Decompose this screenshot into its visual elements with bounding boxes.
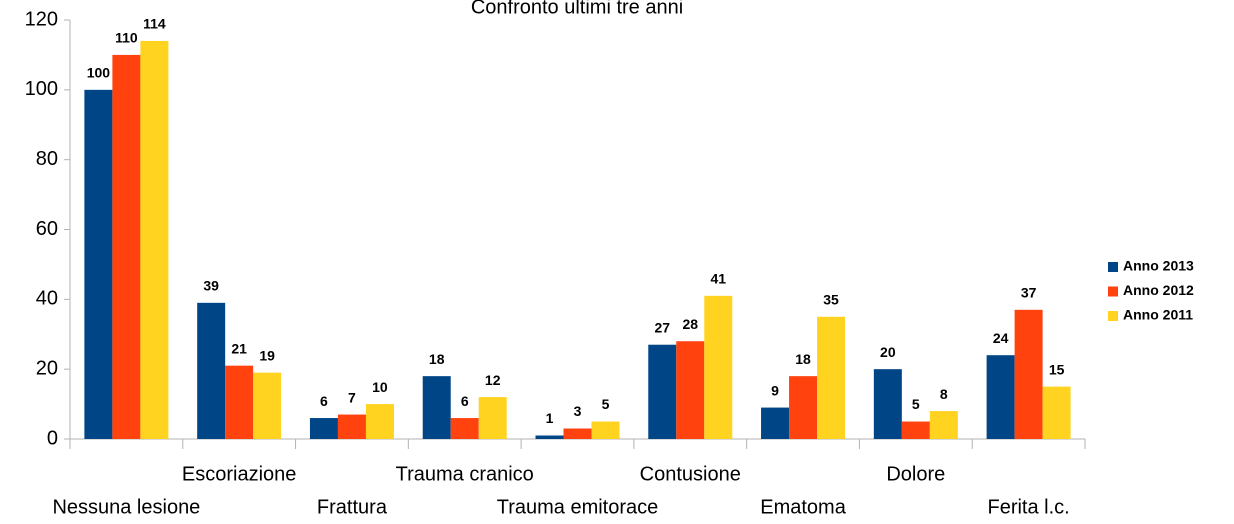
- legend-label: Anno 2012: [1123, 282, 1194, 298]
- value-label: 7: [348, 389, 356, 405]
- value-label: 1: [546, 410, 554, 426]
- bar: [225, 365, 254, 439]
- bar: [253, 372, 282, 439]
- bar: [422, 376, 451, 439]
- value-label: 100: [87, 65, 111, 81]
- bar: [450, 418, 479, 439]
- bar: [112, 54, 141, 440]
- legend-label: Anno 2013: [1123, 258, 1194, 274]
- value-label: 41: [710, 271, 726, 287]
- bar: [337, 414, 366, 439]
- chart-title: Confronto ultimi tre anni: [471, 0, 683, 18]
- legend-label: Anno 2011: [1123, 307, 1193, 323]
- value-label: 5: [912, 396, 920, 412]
- value-label: 10: [372, 379, 388, 395]
- x-tick-label: Trauma cranico: [396, 463, 534, 485]
- y-tick-label: 40: [36, 288, 58, 310]
- bar: [84, 89, 113, 439]
- value-label: 15: [1049, 361, 1065, 377]
- value-label: 20: [880, 344, 896, 360]
- value-label: 18: [429, 351, 445, 367]
- value-label: 24: [993, 330, 1009, 346]
- value-label: 21: [231, 340, 247, 356]
- legend-swatch: [1108, 311, 1118, 321]
- bar: [817, 316, 846, 439]
- bar: [535, 435, 564, 439]
- x-tick-label: Trauma emitorace: [497, 496, 659, 518]
- value-label: 28: [682, 316, 698, 332]
- value-label: 27: [654, 319, 670, 335]
- value-label: 6: [320, 393, 328, 409]
- legend-swatch: [1108, 262, 1118, 272]
- y-tick-label: 20: [36, 357, 58, 379]
- x-tick-label: Nessuna lesione: [52, 496, 200, 518]
- bar: [789, 376, 818, 439]
- value-label: 18: [795, 351, 811, 367]
- value-label: 39: [203, 278, 219, 294]
- bar: [478, 397, 507, 439]
- y-tick-label: 60: [36, 218, 58, 240]
- y-tick-label: 0: [47, 427, 58, 449]
- bar: [309, 418, 338, 439]
- y-tick-label: 80: [36, 148, 58, 170]
- bar: [1042, 386, 1071, 439]
- value-label: 37: [1021, 285, 1037, 301]
- bar: [648, 344, 677, 439]
- value-label: 5: [602, 396, 610, 412]
- legend-swatch: [1108, 286, 1118, 297]
- bar: [591, 421, 620, 439]
- bar: [704, 295, 733, 439]
- value-label: 114: [143, 16, 166, 32]
- x-tick-label: Frattura: [317, 496, 388, 518]
- bar: [197, 302, 226, 439]
- x-tick-label: Ematoma: [760, 496, 846, 518]
- x-tick-label: Dolore: [886, 463, 945, 485]
- x-tick-label: Ferita l.c.: [987, 496, 1069, 518]
- bar: [1014, 309, 1043, 439]
- bar: [901, 421, 930, 439]
- value-label: 12: [485, 372, 501, 388]
- x-tick-label: Escoriazione: [182, 463, 297, 485]
- value-label: 9: [771, 382, 779, 398]
- bar: [563, 428, 592, 439]
- x-tick-label: Contusione: [640, 463, 741, 485]
- value-label: 110: [115, 30, 138, 46]
- bar: [873, 369, 902, 439]
- bar: [929, 411, 958, 439]
- value-label: 19: [259, 347, 275, 363]
- bar: [676, 341, 705, 439]
- bar: [986, 355, 1015, 439]
- y-tick-label: 100: [25, 78, 58, 100]
- y-tick-label: 120: [25, 8, 58, 30]
- value-label: 35: [823, 291, 839, 307]
- value-label: 6: [461, 393, 469, 409]
- bar: [140, 40, 169, 439]
- bar: [761, 407, 790, 439]
- value-label: 8: [940, 386, 948, 402]
- value-label: 3: [574, 403, 582, 419]
- bar: [365, 404, 394, 439]
